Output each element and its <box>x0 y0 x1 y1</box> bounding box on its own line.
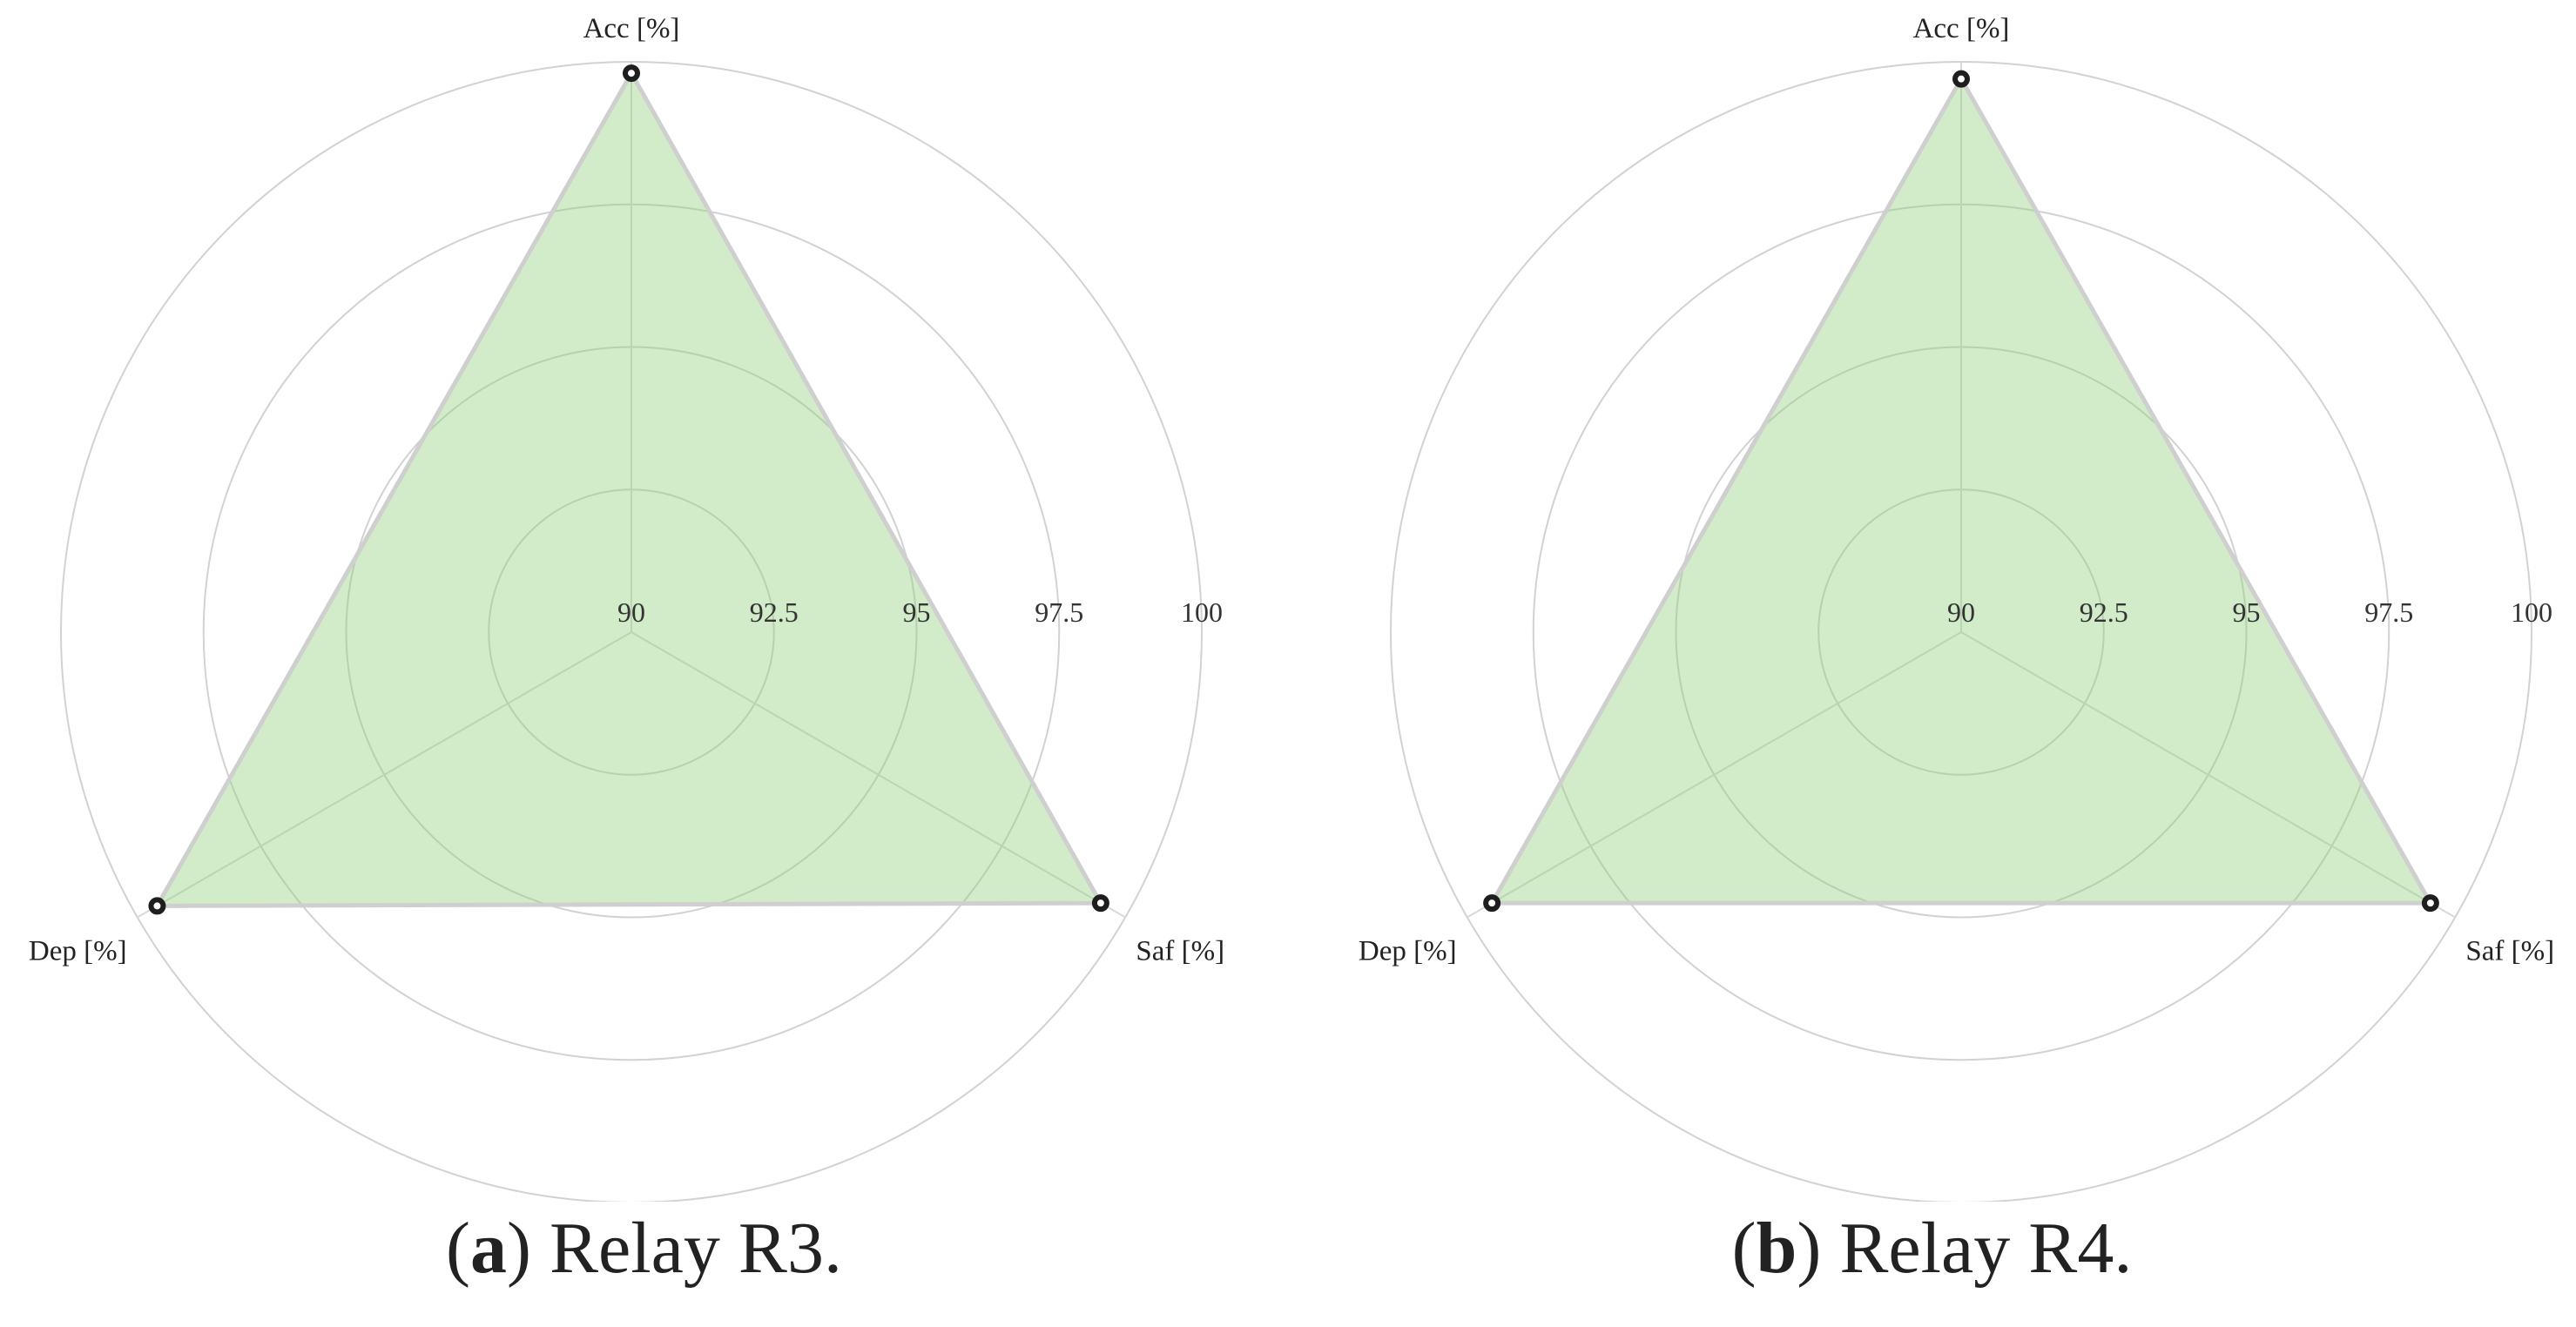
radar-chart-b: 90 92.5 95 97.5 100 Acc [%] Saf [%] Dep [%] <box>1359 13 2554 1202</box>
tick-label: 95 <box>903 596 931 628</box>
tick-label: 92.5 <box>2080 596 2128 628</box>
radar-panel-b: 90 92.5 95 97.5 100 Acc [%] Saf [%] Dep [%] (b)… <box>1288 0 2576 1327</box>
data-area <box>1489 77 2433 906</box>
tick-label: 90 <box>1947 596 1975 628</box>
caption-a-letter: a <box>470 1208 508 1289</box>
spoke-1 <box>631 631 1126 919</box>
tick-label: 97.5 <box>2364 596 2413 628</box>
tick-label: 90 <box>617 596 645 628</box>
tick-label: 97.5 <box>1035 596 1083 628</box>
data-point-1 <box>1091 894 1109 913</box>
axis-label: Acc [%] <box>583 13 680 44</box>
tick-label: 100 <box>1181 596 1223 628</box>
axis-label: Dep [%] <box>29 936 127 967</box>
spoke-1 <box>1960 631 2456 919</box>
tick-label: 92.5 <box>750 596 799 628</box>
data-area <box>154 71 1103 908</box>
axis-label: Saf [%] <box>1136 936 1224 967</box>
caption-b: (b) Relay R4. <box>1731 1208 2133 1289</box>
spoke-2 <box>1467 631 1962 919</box>
caption-b-text: Relay R4. <box>1839 1208 2133 1289</box>
axis-label: Dep [%] <box>1359 936 1457 967</box>
data-point-0 <box>623 64 640 83</box>
radar-chart-a: 90 92.5 95 97.5 100 Acc [%] Saf [%] Dep [%] <box>29 13 1224 1202</box>
data-point-0 <box>1952 70 1970 88</box>
spoke-2 <box>137 631 632 919</box>
axis-label: Acc [%] <box>1913 13 2010 44</box>
data-point-2 <box>1483 894 1501 913</box>
data-point-1 <box>2421 894 2439 913</box>
caption-a: (a) Relay R3. <box>446 1208 842 1289</box>
axis-label: Saf [%] <box>2465 936 2554 967</box>
tick-label: 95 <box>2233 596 2261 628</box>
radar-panel-a: 90 92.5 95 97.5 100 Acc [%] Saf [%] Dep [%] (a)… <box>29 13 1224 1289</box>
data-point-2 <box>148 897 166 915</box>
tick-label: 100 <box>2511 596 2552 628</box>
caption-a-text: Relay R3. <box>550 1208 842 1289</box>
caption-b-letter: b <box>1756 1208 1797 1289</box>
